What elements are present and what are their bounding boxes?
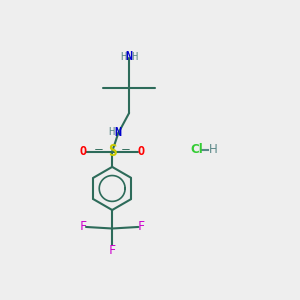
Text: F: F bbox=[109, 244, 116, 257]
Text: F: F bbox=[80, 220, 87, 233]
Text: O: O bbox=[138, 145, 145, 158]
Text: F: F bbox=[138, 220, 145, 233]
Text: H: H bbox=[121, 52, 127, 62]
Text: N: N bbox=[125, 50, 133, 63]
Text: H: H bbox=[209, 143, 218, 157]
Text: Cl: Cl bbox=[191, 143, 203, 157]
Text: =: = bbox=[120, 145, 130, 158]
Text: =: = bbox=[94, 145, 104, 158]
Text: N: N bbox=[115, 126, 122, 139]
Text: S: S bbox=[108, 144, 116, 159]
Text: H: H bbox=[108, 127, 115, 137]
Text: O: O bbox=[80, 145, 87, 158]
Text: H: H bbox=[131, 52, 138, 62]
